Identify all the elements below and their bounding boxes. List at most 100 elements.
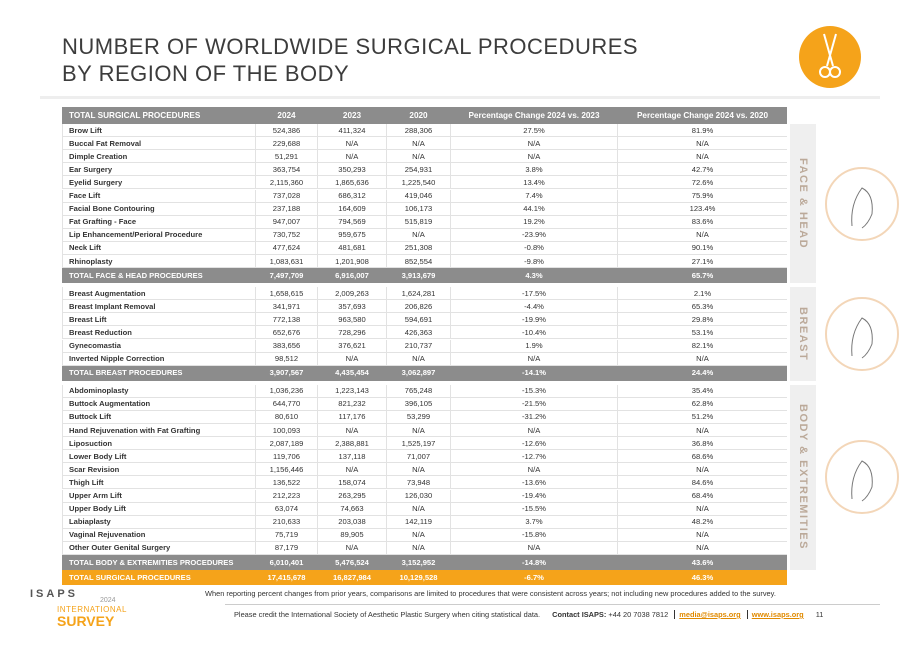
table-cell: 68.4%: [617, 489, 787, 503]
table-cell: 1,624,281: [386, 287, 450, 301]
subtotal-cell: 3,062,897: [386, 365, 450, 381]
column-header: 2023: [317, 107, 386, 124]
table-cell: N/A: [617, 502, 787, 516]
table-cell: N/A: [386, 528, 450, 542]
table-cell: 212,223: [255, 489, 317, 503]
table-cell: Breast Implant Removal: [62, 300, 255, 314]
section-label-text: FACE & HEAD: [797, 158, 809, 250]
table-cell: 1,865,636: [317, 176, 386, 190]
table-cell: N/A: [317, 463, 386, 477]
table-cell: 100,093: [255, 424, 317, 438]
subtotal-cell: 7,497,709: [255, 268, 317, 284]
table-cell: 652,676: [255, 326, 317, 340]
table-cell: 19.2%: [450, 215, 617, 229]
phone: +44 20 7038 7812: [608, 610, 669, 619]
table-cell: 411,324: [317, 124, 386, 138]
table-cell: -15.8%: [450, 528, 617, 542]
contact-label: Contact ISAPS:: [552, 610, 607, 619]
table-cell: -4.4%: [450, 300, 617, 314]
table-cell: 263,295: [317, 489, 386, 503]
table-cell: 51,291: [255, 150, 317, 164]
table-cell: N/A: [617, 228, 787, 242]
table-cell: Lower Body Lift: [62, 450, 255, 464]
section-illustration: [825, 440, 899, 515]
table-cell: 36.8%: [617, 437, 787, 451]
table-cell: 71,007: [386, 450, 450, 464]
table-cell: 737,028: [255, 189, 317, 203]
table-cell: 959,675: [317, 228, 386, 242]
table-cell: 594,691: [386, 313, 450, 327]
table-cell: N/A: [617, 541, 787, 555]
table-cell: -23.9%: [450, 228, 617, 242]
table-cell: 87,179: [255, 541, 317, 555]
table-cell: Eyelid Surgery: [62, 176, 255, 190]
table-cell: N/A: [386, 541, 450, 555]
table-cell: N/A: [386, 424, 450, 438]
table-cell: 728,296: [317, 326, 386, 340]
table-cell: N/A: [386, 463, 450, 477]
subtotal-cell: 6,010,401: [255, 555, 317, 570]
footnote: When reporting percent changes from prio…: [205, 589, 776, 598]
table-cell: 98,512: [255, 352, 317, 366]
table-cell: N/A: [386, 150, 450, 164]
website-link[interactable]: www.isaps.org: [746, 610, 804, 619]
table-cell: 89,905: [317, 528, 386, 542]
column-header: Percentage Change 2024 vs. 2020: [617, 107, 787, 124]
section-label: FACE & HEAD: [790, 124, 816, 284]
table-cell: 357,693: [317, 300, 386, 314]
subtotal-cell: 5,476,524: [317, 555, 386, 570]
table-cell: 3.7%: [450, 515, 617, 529]
subtotal-cell: -14.8%: [450, 555, 617, 570]
table-cell: -15.3%: [450, 384, 617, 398]
table-cell: N/A: [386, 137, 450, 151]
table-cell: N/A: [450, 541, 617, 555]
table-cell: Upper Arm Lift: [62, 489, 255, 503]
table-cell: 51.2%: [617, 410, 787, 424]
table-cell: 288,306: [386, 124, 450, 138]
table-cell: 74,663: [317, 502, 386, 516]
table-cell: N/A: [386, 228, 450, 242]
table-cell: Brow Lift: [62, 124, 255, 138]
table-cell: N/A: [617, 352, 787, 366]
table-cell: 81.9%: [617, 124, 787, 138]
table-cell: Ear Surgery: [62, 163, 255, 177]
table-cell: 84.6%: [617, 476, 787, 490]
subtotal-cell: TOTAL FACE & HEAD PROCEDURES: [62, 268, 255, 284]
table-cell: 1,225,540: [386, 176, 450, 190]
subtotal-cell: 6,916,007: [317, 268, 386, 284]
table-cell: 29.8%: [617, 313, 787, 327]
table-cell: N/A: [450, 463, 617, 477]
section-label-text: BODY & EXTREMITIES: [797, 404, 809, 551]
table-cell: 2,087,189: [255, 437, 317, 451]
subtotal-cell: 3,913,679: [386, 268, 450, 284]
scissors-icon: [799, 26, 861, 88]
credit: Please credit the International Society …: [234, 610, 541, 619]
subtotal-cell: 4.3%: [450, 268, 617, 284]
table-cell: 164,609: [317, 202, 386, 216]
table-cell: 419,046: [386, 189, 450, 203]
table-cell: N/A: [617, 463, 787, 477]
table-cell: 821,232: [317, 397, 386, 411]
table-cell: 106,173: [386, 202, 450, 216]
table-cell: Upper Body Lift: [62, 502, 255, 516]
table-cell: N/A: [386, 502, 450, 516]
subtotal-cell: 43.6%: [617, 555, 787, 570]
table-cell: 1,223,143: [317, 384, 386, 398]
table-cell: N/A: [317, 137, 386, 151]
table-cell: 80,610: [255, 410, 317, 424]
table-cell: Facial Bone Contouring: [62, 202, 255, 216]
logo: ISAPS 2024 INTERNATIONAL SURVEY: [30, 588, 140, 638]
grand-total-cell: 46.3%: [617, 570, 787, 585]
footer-rule: [225, 604, 880, 605]
table-cell: 341,971: [255, 300, 317, 314]
table-cell: 363,754: [255, 163, 317, 177]
table-cell: N/A: [450, 424, 617, 438]
table-cell: Vaginal Rejuvenation: [62, 528, 255, 542]
email-link[interactable]: media@isaps.org: [674, 610, 741, 619]
table-cell: 3.8%: [450, 163, 617, 177]
table-cell: 206,826: [386, 300, 450, 314]
table-cell: -9.8%: [450, 255, 617, 269]
title-line: BY REGION OF THE BODY: [62, 61, 350, 86]
table-cell: Breast Lift: [62, 313, 255, 327]
subtotal-cell: 65.7%: [617, 268, 787, 284]
